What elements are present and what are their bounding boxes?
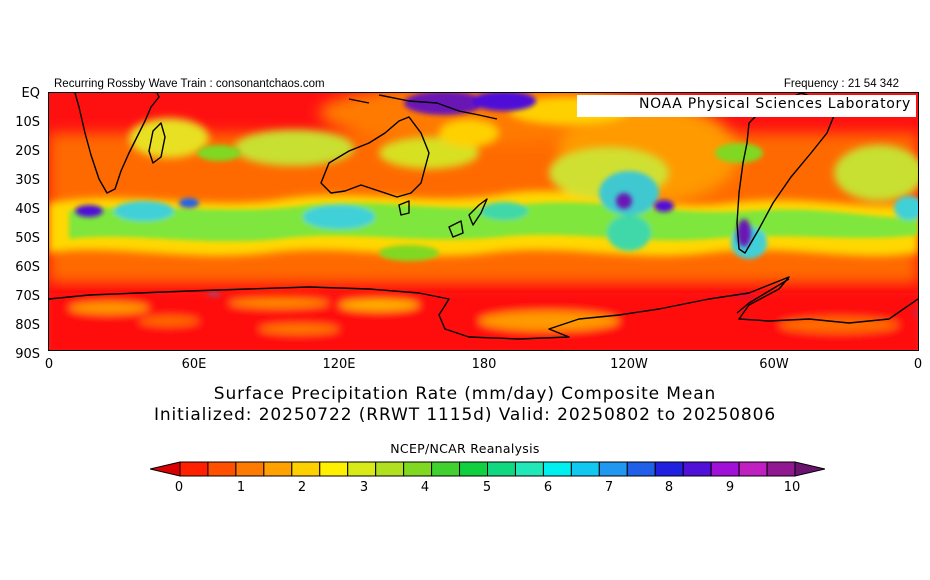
plot-title: Surface Precipitation Rate (mm/day) Comp…	[213, 384, 717, 404]
colorbar-cell	[179, 461, 209, 477]
colorbar-cell	[431, 461, 461, 477]
colorbar-cell	[403, 461, 433, 477]
colorbar-cell	[514, 461, 544, 477]
colorbar-cell	[570, 461, 600, 477]
colorbar-label: 2	[297, 480, 307, 495]
precipitation-field	[49, 93, 918, 350]
colorbar-cell	[654, 461, 684, 477]
precipitation-map: NOAA Physical Sciences Laboratory	[49, 93, 918, 350]
colorbar-label: 7	[604, 480, 614, 495]
y-tick-label: 90S	[15, 347, 40, 362]
colorbar-cell	[542, 461, 572, 477]
colorbar-label: 1	[236, 480, 246, 495]
y-tick-label: 20S	[15, 144, 40, 159]
y-tick-label: 50S	[15, 231, 40, 246]
noaa-badge-text: NOAA Physical Sciences Laboratory	[638, 96, 911, 112]
x-tick-label: 0	[913, 357, 923, 372]
colorbar	[150, 461, 825, 477]
map-border	[48, 92, 919, 351]
colorbar-cell	[766, 461, 796, 477]
x-tick-label: 120W	[610, 357, 648, 372]
y-tick-label: 40S	[15, 202, 40, 217]
y-tick-label: 10S	[15, 115, 40, 130]
colorbar-label: 9	[725, 480, 735, 495]
colorbar-cell	[459, 461, 488, 477]
x-tick-label: 120E	[322, 357, 356, 372]
colorbar-cell	[738, 461, 768, 477]
colorbar-arrow-right	[794, 461, 825, 477]
colorbar-cell	[598, 461, 628, 477]
header-left-text: Recurring Rossby Wave Train : consonantc…	[54, 78, 325, 90]
y-tick-label: 30S	[15, 173, 40, 188]
colorbar-cell	[710, 461, 740, 477]
colorbar-cell	[263, 461, 293, 477]
x-tick-label: 180	[471, 357, 497, 372]
colorbar-cell	[375, 461, 405, 477]
colorbar-cell	[626, 461, 656, 477]
colorbar-label: 5	[482, 480, 492, 495]
data-source-label: NCEP/NCAR Reanalysis	[390, 441, 540, 456]
colorbar-label: 8	[664, 480, 674, 495]
y-tick-label: 60S	[15, 260, 40, 275]
colorbar-label: 3	[359, 480, 369, 495]
x-tick-label: 60W	[759, 357, 789, 372]
colorbar-cell	[347, 461, 377, 477]
y-tick-label: EQ	[21, 86, 40, 101]
x-tick-label: 60E	[181, 357, 207, 372]
colorbar-label: 4	[420, 480, 430, 495]
x-tick-label: 0	[44, 357, 54, 372]
colorbar-label: 0	[174, 480, 184, 495]
colorbar-label: 6	[543, 480, 553, 495]
colorbar-cell	[207, 461, 237, 477]
colorbar-cell	[319, 461, 349, 477]
colorbar-label: 10	[783, 480, 801, 495]
colorbar-cell	[235, 461, 265, 477]
noaa-badge: NOAA Physical Sciences Laboratory	[577, 95, 916, 117]
colorbar-cell	[487, 461, 516, 477]
header-frequency-text: Frequency : 21 54 342	[783, 78, 899, 90]
plot-subtitle-dates: Initialized: 20250722 (RRWT 1115d) Valid…	[153, 405, 777, 425]
y-tick-label: 70S	[15, 289, 40, 304]
colorbar-arrow-left	[150, 461, 181, 477]
colorbar-cell	[682, 461, 712, 477]
y-tick-label: 80S	[15, 318, 40, 333]
colorbar-cell	[291, 461, 321, 477]
